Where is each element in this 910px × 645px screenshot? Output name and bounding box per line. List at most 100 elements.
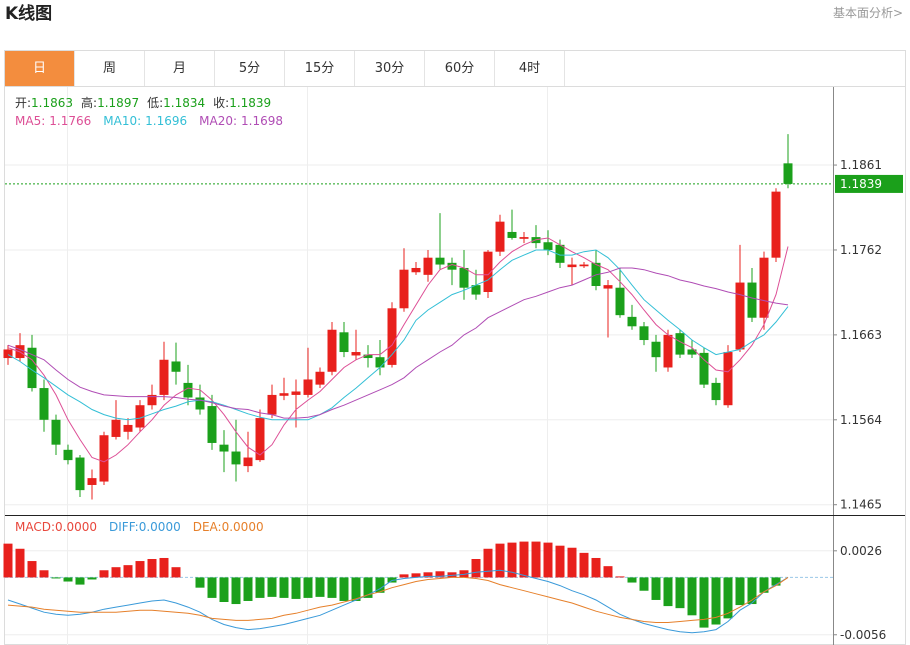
macd-bar: [555, 545, 565, 578]
macd-bar: [27, 561, 37, 578]
candle-body: [351, 352, 361, 356]
period-tab[interactable]: 60分: [425, 51, 495, 86]
macd-bar: [255, 577, 265, 598]
candle-body: [783, 163, 793, 184]
candle-body: [363, 354, 373, 359]
candle-body: [483, 251, 493, 292]
candle-body: [195, 397, 205, 410]
macd-bar: [147, 559, 157, 578]
macd-bar: [99, 570, 109, 578]
macd-bar: [435, 571, 445, 578]
candle-body: [399, 269, 409, 309]
candle-body: [63, 449, 73, 461]
macd-bar: [699, 577, 709, 628]
y-tick-label: 1.1762: [840, 243, 882, 257]
period-tab[interactable]: 15分: [285, 51, 355, 86]
period-tab[interactable]: 周: [75, 51, 145, 86]
macd-bar: [111, 567, 121, 578]
macd-bar: [75, 577, 85, 585]
candle-body: [411, 267, 421, 273]
ma-line: [7, 249, 789, 421]
candle-body: [747, 282, 757, 318]
macd-bar: [615, 576, 625, 578]
last-price-label: 1.1839: [840, 177, 882, 191]
y-tick-label: 1.1663: [840, 328, 882, 342]
macd-line: [7, 569, 789, 634]
candle-body: [87, 478, 97, 485]
ma-line: [7, 267, 789, 419]
candle-body: [51, 419, 61, 445]
macd-bar: [675, 577, 685, 609]
candle-body: [159, 359, 169, 395]
macd-bar: [363, 577, 373, 598]
macd-bar: [207, 577, 217, 598]
legend-name: MA10:: [103, 114, 141, 128]
candle-body: [471, 285, 481, 295]
candle-body: [267, 394, 277, 415]
candle-body: [3, 349, 13, 359]
candle-body: [735, 282, 745, 350]
candle-body: [615, 287, 625, 316]
candle-body: [519, 237, 529, 239]
candle-body: [423, 257, 433, 275]
candle-body: [39, 388, 49, 420]
macd-bar: [663, 577, 673, 607]
plot-layer: 1.1465 1.1564 1.1663 1.1762 1.1861 开:1.1863 高:…: [3, 95, 903, 642]
last-price-box: [835, 174, 903, 193]
macd-bar: [87, 577, 97, 580]
macd-bar: [267, 577, 277, 597]
candle-body: [375, 357, 385, 368]
info-value: 1.1897: [97, 96, 139, 110]
legend-value: 1.1696: [145, 114, 187, 128]
candle-body: [219, 444, 229, 452]
legend-value: 0.0000: [139, 520, 181, 534]
candle-body: [627, 316, 637, 327]
macd-bar: [3, 543, 13, 578]
legend-name: DIFF:: [109, 520, 139, 534]
legend-value: 1.1766: [49, 114, 91, 128]
macd-bar: [483, 548, 493, 578]
candle-body: [339, 332, 349, 353]
info-label: 开:: [15, 96, 31, 110]
period-tab[interactable]: 5分: [215, 51, 285, 86]
period-tab[interactable]: 30分: [355, 51, 425, 86]
macd-bar: [219, 577, 229, 602]
macd-bar: [759, 577, 769, 593]
macd-bar: [327, 577, 337, 598]
candle-body: [687, 349, 697, 355]
period-tab[interactable]: 月: [145, 51, 215, 86]
candle-body: [99, 435, 109, 482]
macd-bar: [447, 572, 457, 578]
candle-body: [459, 267, 469, 288]
macd-bar: [711, 577, 721, 625]
macd-bar: [639, 577, 649, 591]
info-label: 收:: [213, 96, 229, 110]
period-tab[interactable]: 日: [5, 51, 75, 86]
candle-body: [555, 244, 565, 263]
candle-body: [315, 371, 325, 385]
macd-bar: [459, 570, 469, 578]
legend-name: MA20:: [199, 114, 237, 128]
candle-body: [243, 457, 253, 467]
macd-bar: [519, 541, 529, 578]
y-tick-label: 1.1564: [840, 413, 882, 427]
candle-body: [603, 285, 613, 289]
y-tick-label: 0.0026: [840, 544, 882, 558]
macd-bar: [291, 577, 301, 599]
candle-body: [663, 334, 673, 368]
candle-body: [675, 333, 685, 355]
macd-bar: [195, 577, 205, 588]
candle-body: [567, 264, 577, 268]
fundamental-link[interactable]: 基本面分析>: [833, 6, 903, 20]
info-label: 高:: [81, 95, 97, 110]
macd-bar: [591, 557, 601, 578]
macd-bar: [171, 567, 181, 578]
info-value: 1.1834: [163, 96, 205, 110]
candle-body: [27, 347, 37, 389]
macd-bar: [507, 542, 517, 578]
candle-body: [495, 221, 505, 252]
candle-body: [651, 341, 661, 358]
period-tab[interactable]: 4时: [495, 51, 565, 86]
